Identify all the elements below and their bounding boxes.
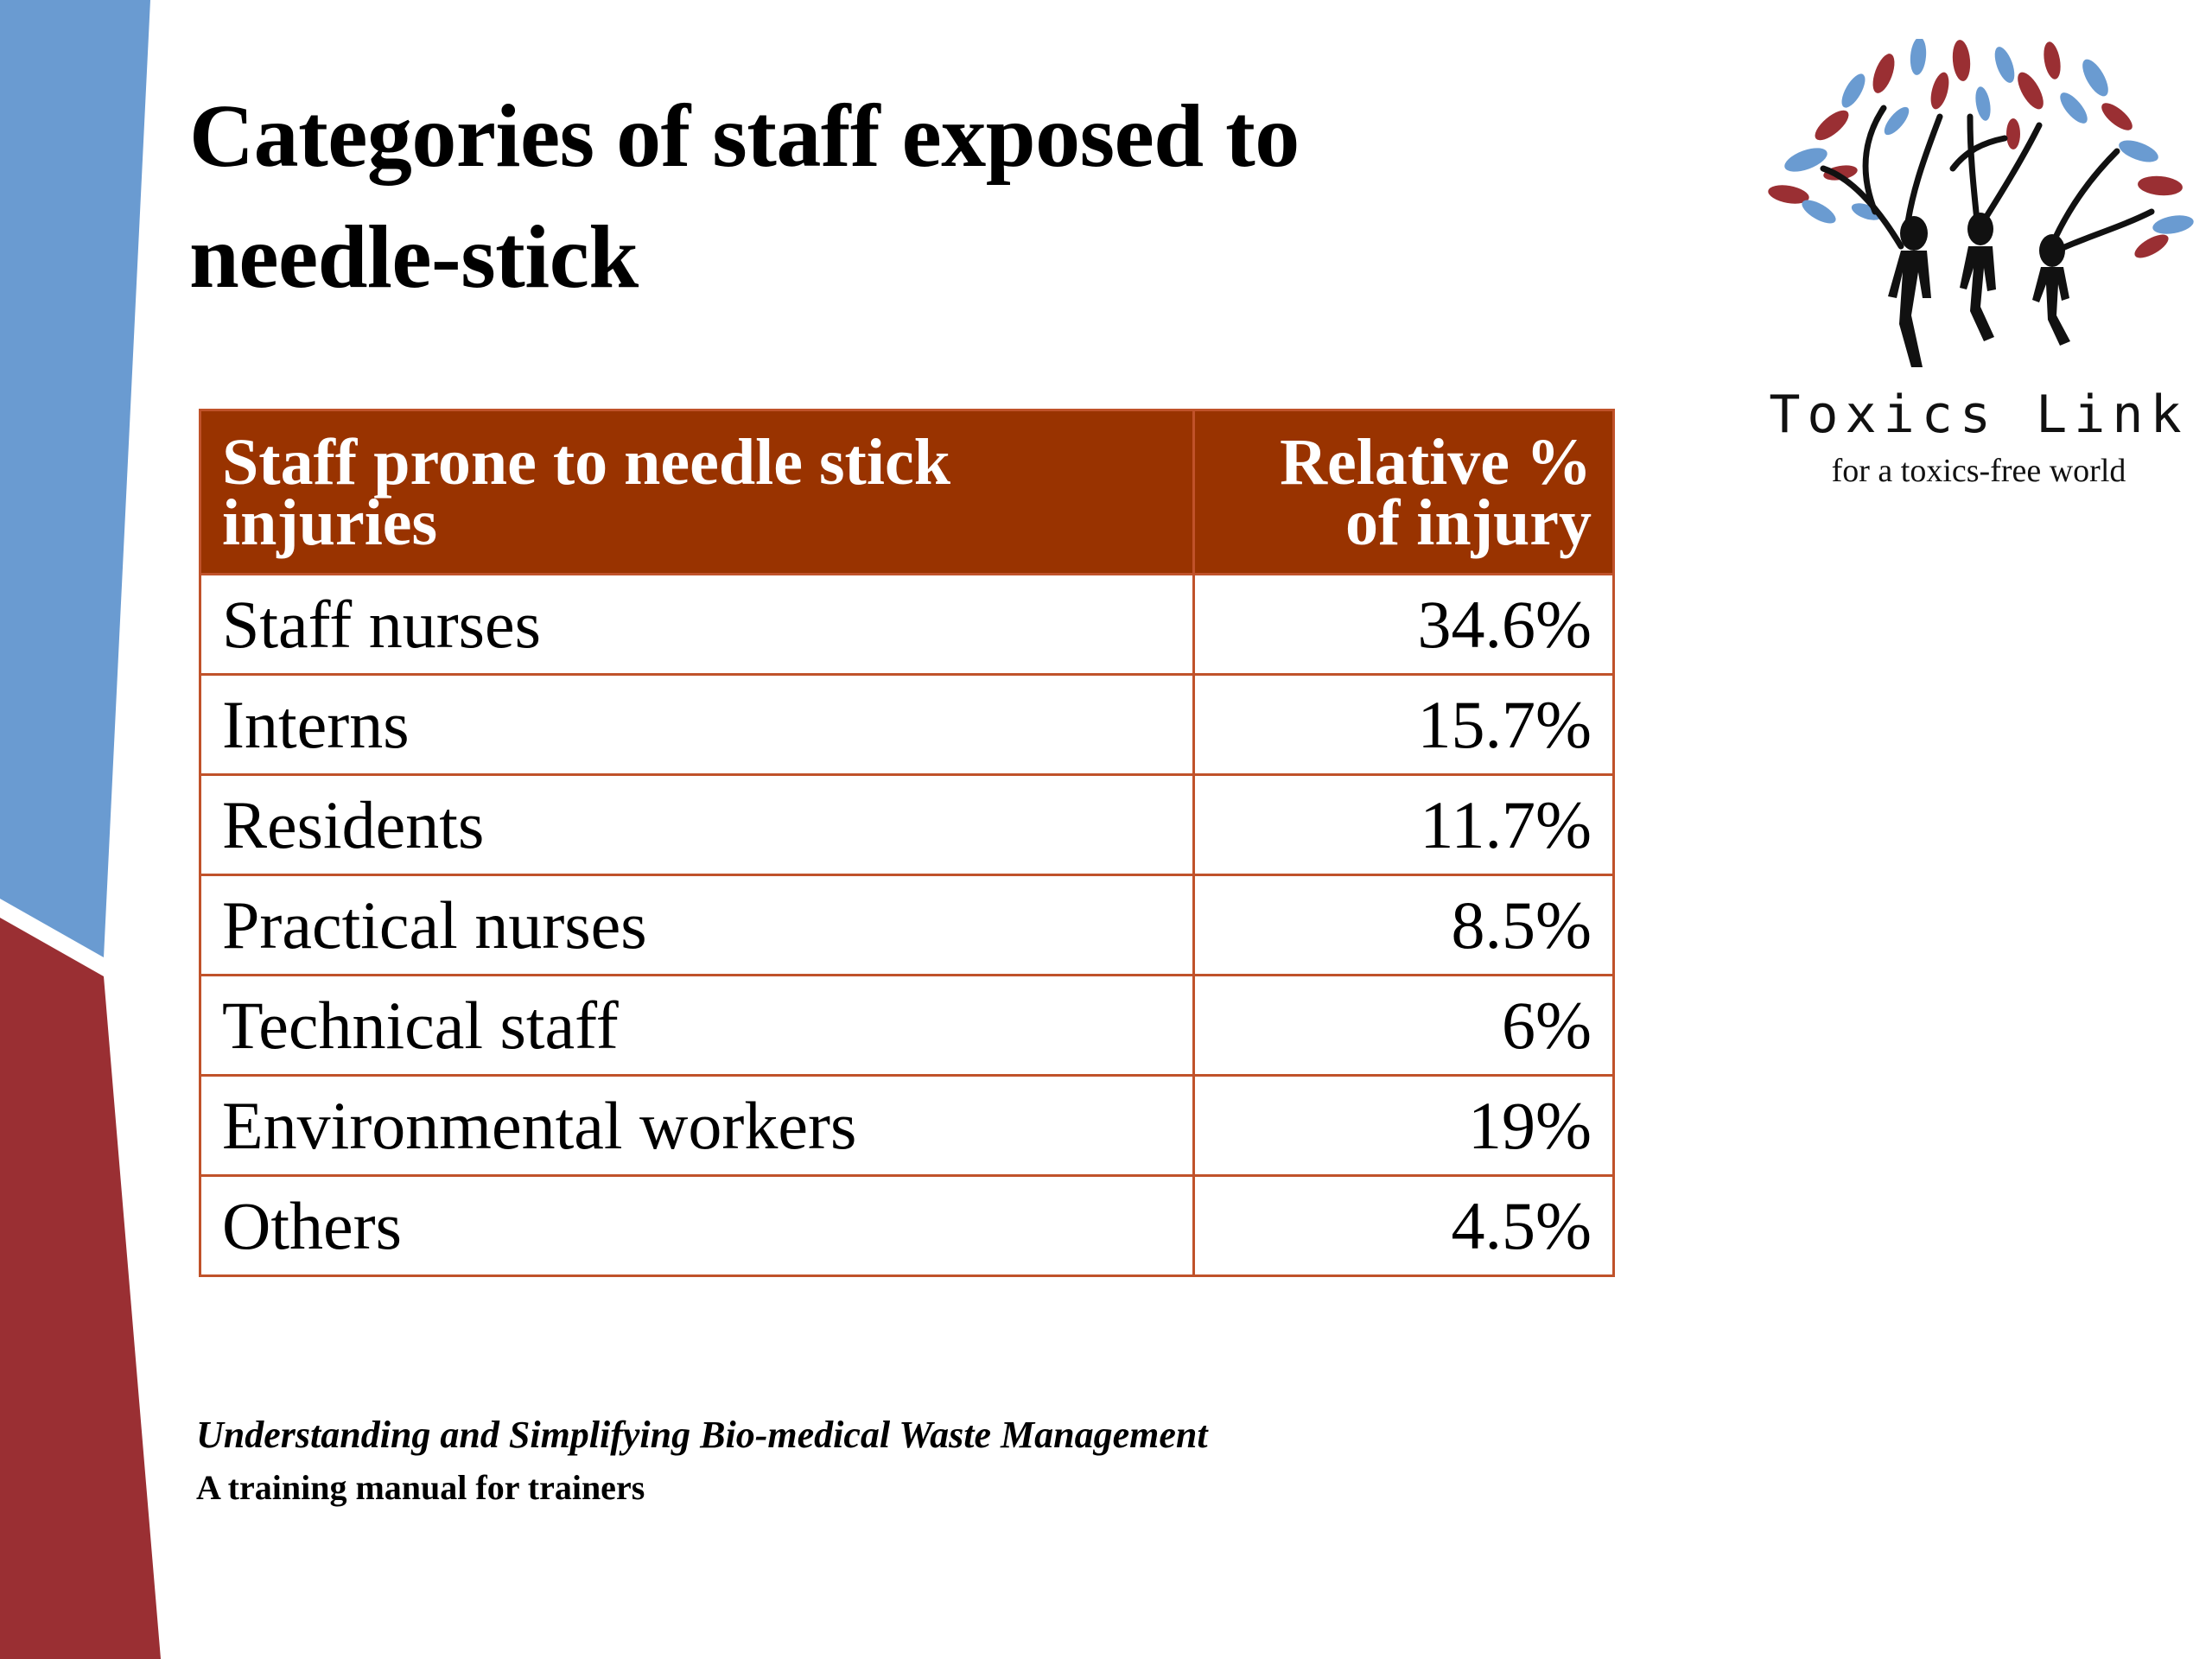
injury-table: Staff prone to needle stick injuries Rel… [199,409,1615,1277]
human-figures [1888,213,2070,367]
logo-name: Toxics Link [1769,385,2189,445]
footer-subtitle: A training manual for trainers [196,1468,645,1507]
header-staff: Staff prone to needle stick injuries [199,409,1195,575]
table-row: Others 4.5% [199,1174,1615,1277]
header-percent: Relative % of injury [1192,409,1615,575]
slide-title: Categories of staff exposed to needle-st… [189,86,1300,307]
percent-cell: 19% [1192,1074,1615,1177]
staff-cell: Staff nurses [199,573,1195,676]
side-band-decoration [0,0,161,1659]
table-row: Environmental workers 19% [199,1074,1615,1177]
percent-cell: 8.5% [1192,874,1615,976]
table-row: Staff nurses 34.6% [199,573,1615,676]
logo-tagline: for a toxics-free world [1831,453,2126,489]
staff-cell: Environmental workers [199,1074,1195,1177]
percent-cell: 4.5% [1192,1174,1615,1277]
red-band [0,918,161,1659]
staff-cell: Residents [199,773,1195,876]
percent-cell: 15.7% [1192,673,1615,776]
staff-cell: Practical nurses [199,874,1195,976]
staff-cell: Others [199,1174,1195,1277]
tree-people-icon [1768,39,2194,367]
table-row: Practical nurses 8.5% [199,874,1615,976]
table-row: Residents 11.7% [199,773,1615,876]
table-row: Interns 15.7% [199,673,1615,776]
blue-band [0,0,150,957]
percent-cell: 11.7% [1192,773,1615,876]
percent-cell: 6% [1192,974,1615,1077]
staff-cell: Technical staff [199,974,1195,1077]
percent-cell: 34.6% [1192,573,1615,676]
staff-cell: Interns [199,673,1195,776]
leaves [1768,39,2194,258]
toxics-link-logo: Toxics Link for a toxics-free world [1754,39,2203,505]
table-row: Technical staff 6% [199,974,1615,1077]
footer-title: Understanding and Simplifying Bio-medica… [196,1414,1208,1456]
table-header-row: Staff prone to needle stick injuries Rel… [199,409,1615,575]
